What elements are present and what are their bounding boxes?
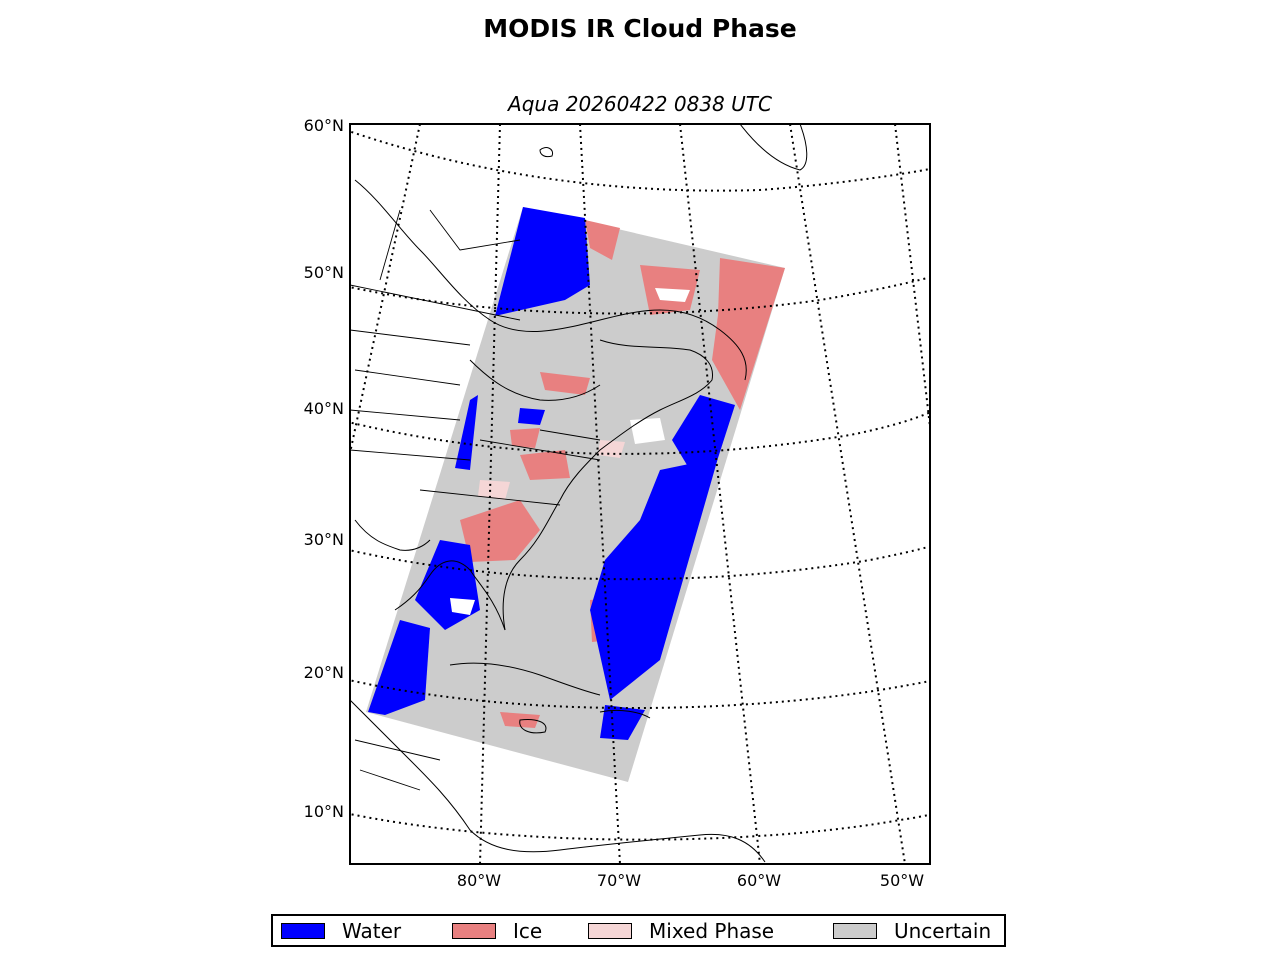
parallel-40n xyxy=(350,411,930,455)
lat-label: 60°N xyxy=(304,116,344,135)
map-title: MODIS IR Cloud Phase xyxy=(483,14,797,43)
parallel-20n xyxy=(350,679,930,709)
legend-item-water: Water xyxy=(281,916,401,945)
lat-label: 20°N xyxy=(304,663,344,682)
lat-labels: 60°N 50°N 40°N 30°N 20°N 10°N xyxy=(304,116,344,821)
mixed-phase-regions xyxy=(478,440,625,500)
lon-labels: 80°W 70°W 60°W 50°W xyxy=(457,871,924,890)
legend-swatch xyxy=(588,922,632,939)
lon-label: 60°W xyxy=(737,871,781,890)
legend-item-ice: Ice xyxy=(452,916,542,945)
legend-swatch xyxy=(452,922,496,939)
meridian-50w xyxy=(789,124,906,864)
parallel-50n xyxy=(350,276,930,315)
legend-swatch xyxy=(281,922,325,939)
legend-label: Mixed Phase xyxy=(649,918,775,943)
map-subtitle: Aqua 20260422 0838 UTC xyxy=(508,92,772,116)
legend-item-mixed-phase: Mixed Phase xyxy=(588,916,774,945)
lat-label: 50°N xyxy=(304,263,344,282)
coastlines xyxy=(350,124,808,863)
parallel-60n xyxy=(350,130,930,192)
political-borders xyxy=(350,209,601,791)
legend-label: Uncertain xyxy=(894,918,992,943)
map-frame xyxy=(349,123,931,865)
lat-label: 10°N xyxy=(304,802,344,821)
legend: Water Ice Mixed Phase Uncertain xyxy=(271,914,1006,947)
parallel-10n xyxy=(350,812,930,841)
water-regions xyxy=(368,207,735,740)
map-content xyxy=(350,124,808,863)
clear-patches xyxy=(450,288,690,615)
legend-item-uncertain: Uncertain xyxy=(833,916,991,945)
lon-label: 80°W xyxy=(457,871,501,890)
map-figure: 60°N 50°N 40°N 30°N 20°N 10°N 80°W 70°W … xyxy=(304,116,931,890)
lon-label: 50°W xyxy=(880,871,924,890)
lat-label: 40°N xyxy=(304,399,344,418)
legend-label: Ice xyxy=(513,918,543,943)
meridian-40w xyxy=(894,124,930,436)
legend-label: Water xyxy=(342,918,402,943)
legend-swatch xyxy=(833,922,877,939)
lat-label: 30°N xyxy=(304,530,344,549)
meridian-60w xyxy=(679,124,761,864)
meridian-90w xyxy=(350,124,421,458)
swath-uncertain xyxy=(366,207,785,782)
parallel-30n xyxy=(350,545,930,581)
lon-label: 70°W xyxy=(597,871,641,890)
graticule xyxy=(350,124,930,864)
